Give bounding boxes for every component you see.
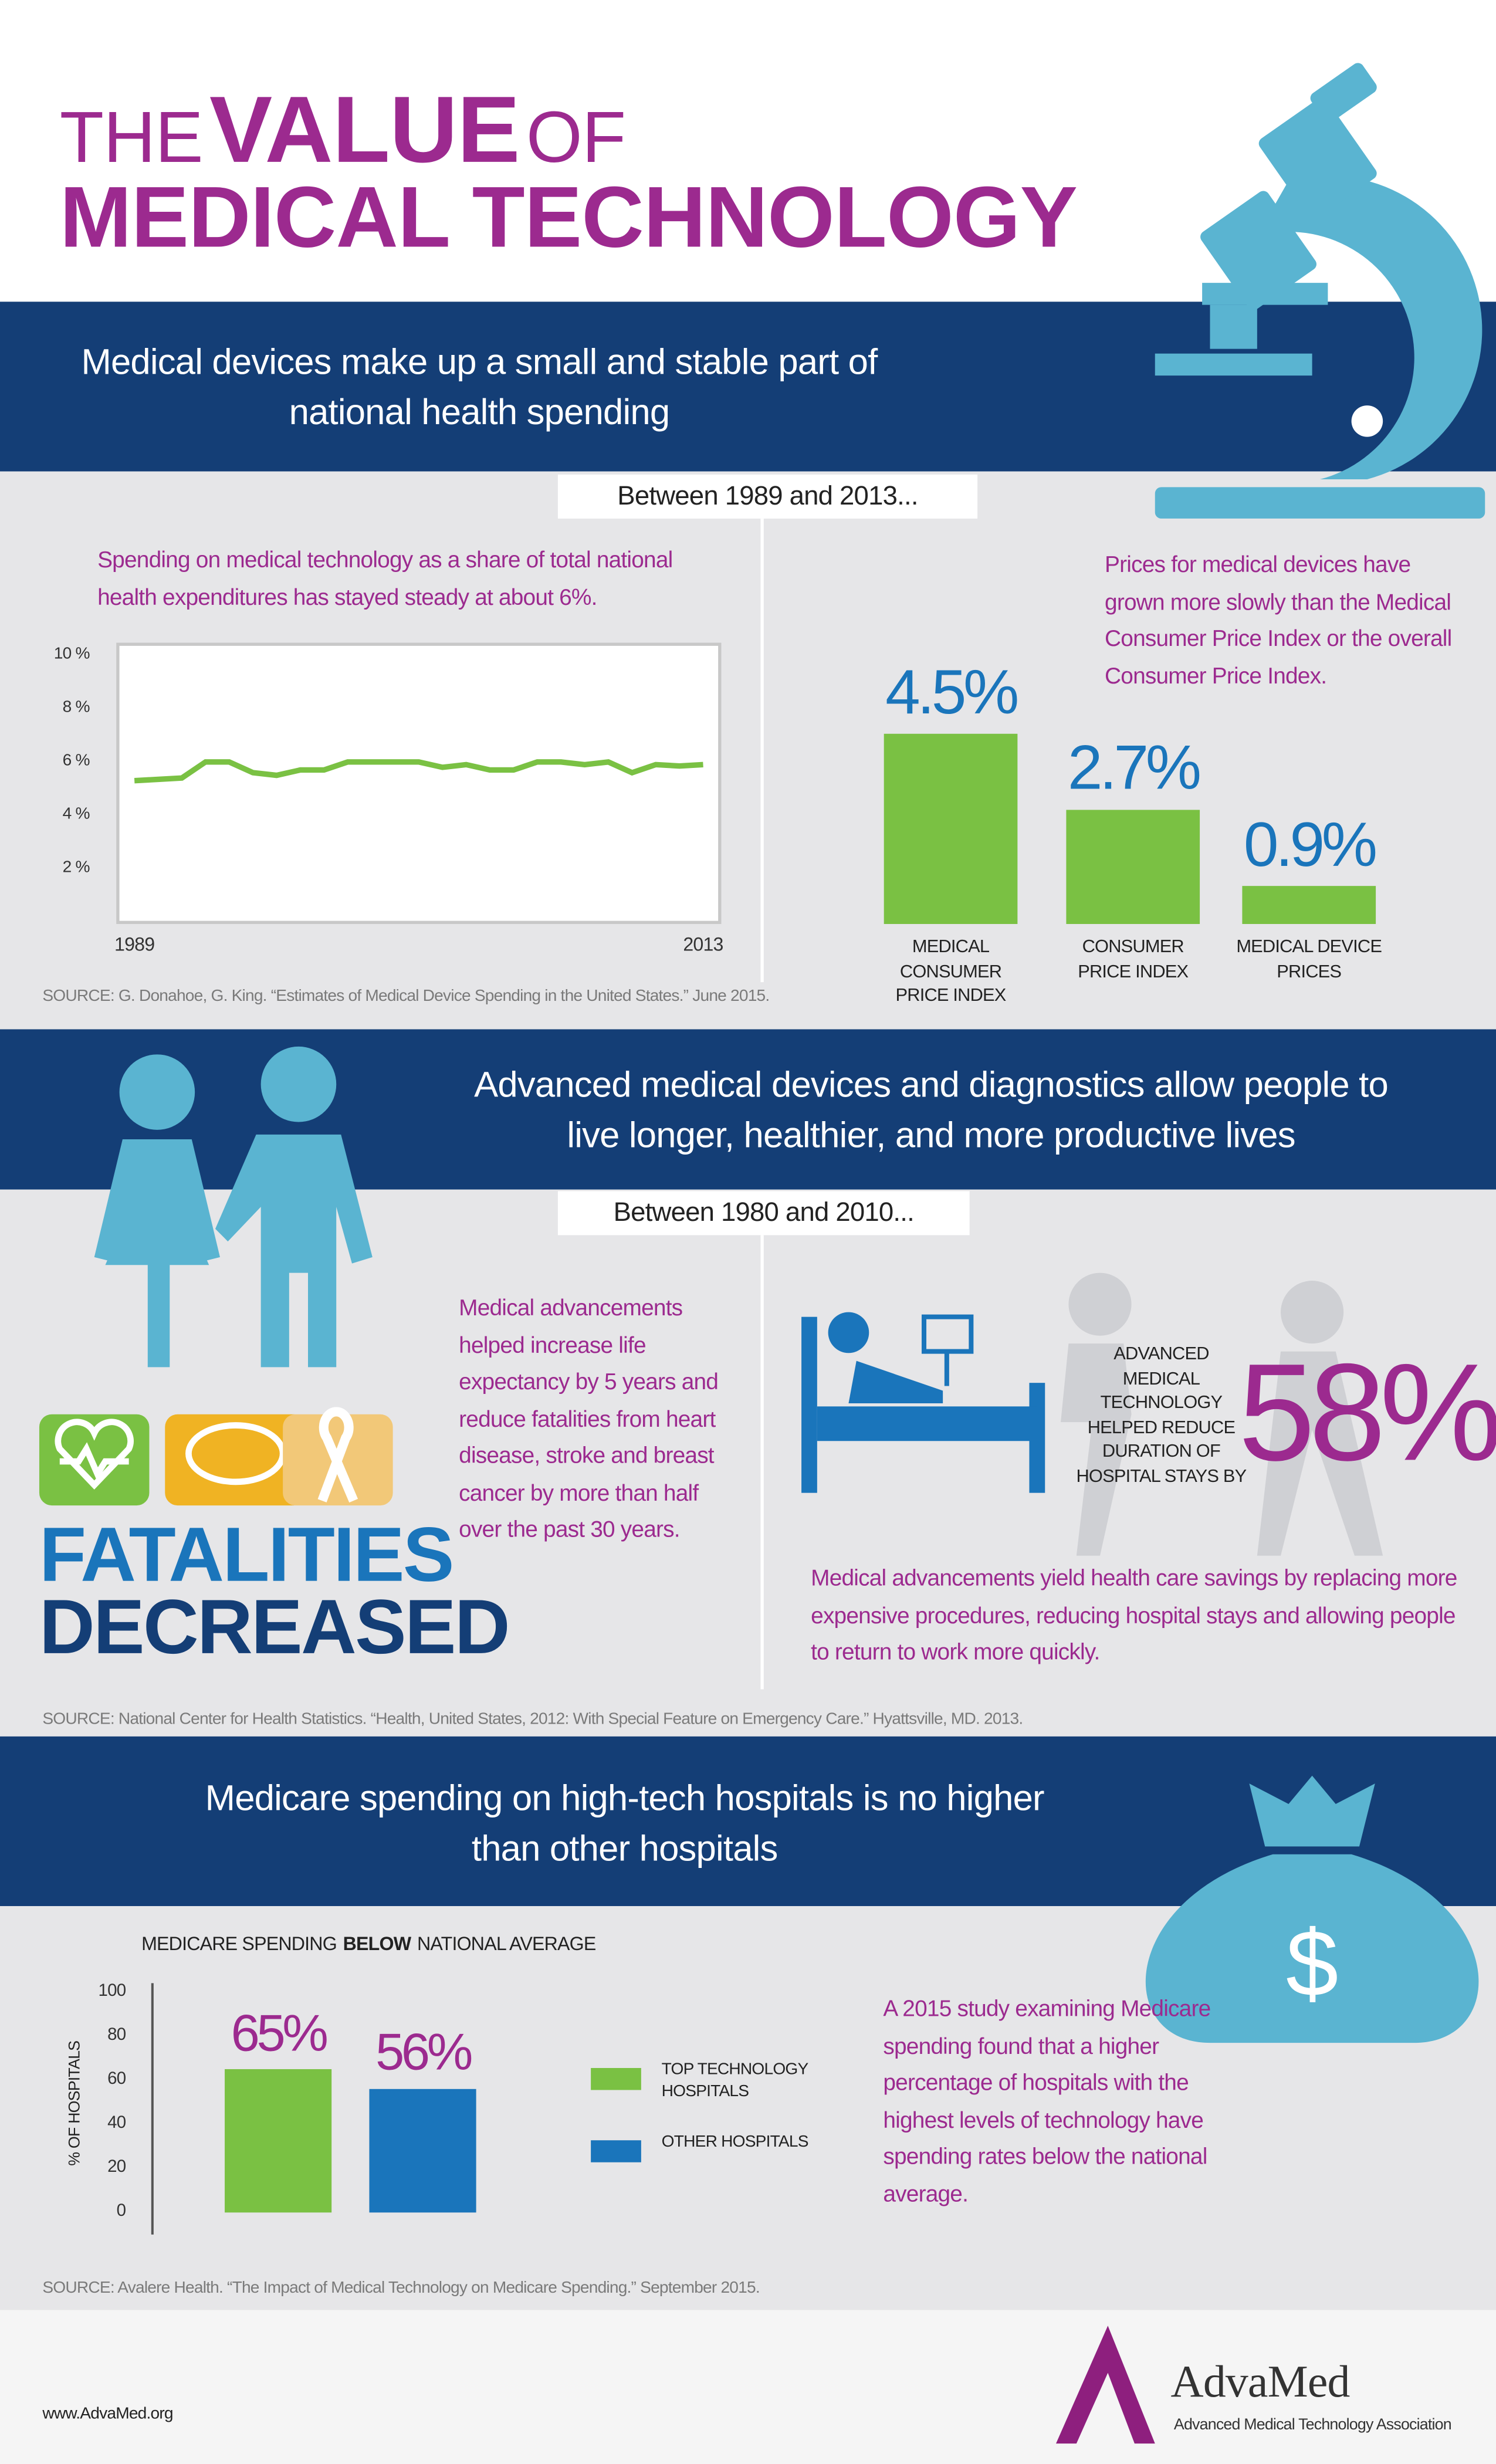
bar [884,733,1018,924]
period-label: Between 1989 and 2013... [557,474,978,519]
value-label: 65% [231,2003,329,2062]
y-tick-label: 0 [116,2201,126,2221]
plot-frame [116,642,722,924]
legend-label: TOP TECHNOLOGY HOSPITALS [661,2060,808,2101]
section-heading: Medicare spending on high-tech hospitals… [205,1777,1045,1869]
value-label: 4.5% [885,658,1019,728]
section-text: Medical advancements yield health care s… [811,1566,1457,1666]
title-line1: THE VALUE OF [60,76,626,184]
section-text: Prices for medical devices have grown mo… [1105,553,1452,689]
fatalities: FATALITIES [39,1513,454,1599]
y-tick-label: 6 % [62,751,90,770]
legend-swatch [591,2067,641,2090]
category-label: MEDICAL DEVICE PRICES [1236,938,1382,981]
value-label: 0.9% [1243,810,1377,880]
source: SOURCE: National Center for Health Stati… [42,1710,1023,1729]
data-line [134,759,703,784]
section-heading: Medical devices make up a small and stab… [81,341,878,432]
y-tick-label: 60 [107,2069,126,2089]
value-label: 2.7% [1067,734,1201,804]
chart-title-part: BELOW [343,1932,411,1955]
section-text: Medical advancements helped increase lif… [459,1296,719,1544]
y-tick-label: 2 % [62,858,90,877]
bar [1066,810,1200,924]
category-label: MEDICAL CONSUMER PRICE INDEX [895,938,1007,1006]
source: SOURCE: Avalere Health. “The Impact of M… [42,2278,760,2298]
people-icon [94,1046,373,1368]
legend-label: OTHER HOSPITALS [661,2132,809,2151]
section-heading: Advanced medical devices and diagnostics… [474,1064,1389,1155]
stat-value: 58% [1238,1334,1496,1490]
bar [225,2069,332,2213]
legend-swatch [591,2140,641,2162]
title-part: VALUE [209,77,520,182]
footer-bg [0,2310,1496,2464]
decreased: DECREASED [39,1585,510,1671]
y-tick-label: 80 [107,2025,126,2044]
bar [369,2089,476,2213]
period-label: Between 1980 and 2010... [557,1191,970,1236]
y-tick-label: 40 [107,2113,126,2133]
y-tick-label: 8 % [62,697,90,717]
chart-title-part: NATIONAL AVERAGE [417,1932,596,1955]
x-tick-label: 2013 [683,933,723,956]
y-tick-label: 10 % [53,644,90,663]
value-label: 56% [375,2023,473,2081]
logo-subtitle: Advanced Medical Technology Association [1173,2416,1452,2435]
y-tick-label: 20 [107,2157,126,2177]
heart-line [55,1419,134,1490]
bar [1242,886,1376,924]
x-tick-label: 1989 [114,933,155,956]
walking-figures [1061,1272,1383,1556]
source: SOURCE: G. Donahoe, G. King. “Estimates … [42,987,770,1006]
title-line2: MEDICAL TECHNOLOGY [59,168,1078,266]
stat-text: ADVANCED MEDICAL TECHNOLOGY HELPED REDUC… [1076,1345,1247,1486]
chart-title-part: MEDICARE SPENDING [141,1932,337,1955]
bed-icon [801,1312,1045,1493]
section-text: A 2015 study examining Medicare spending… [883,1997,1211,2208]
url: www.AdvaMed.org [42,2404,173,2424]
y-tick-label: 100 [98,1981,127,2000]
title-part: OF [526,96,626,178]
microscope-icon [1155,63,1485,519]
category-label: CONSUMER PRICE INDEX [1078,938,1189,981]
logo-text: AdvaMed [1170,2357,1351,2408]
section-text: Spending on medical technology as a shar… [97,548,673,611]
money-bag-icon [1145,1775,1479,2043]
logo-mark [1055,2326,1155,2444]
ribbon-shape [317,1407,358,1503]
title-part: THE [59,96,204,178]
y-tick-label: 4 % [62,804,90,824]
dollar-sign: $ [1286,1911,1338,2016]
chart-title: MEDICARE SPENDING BELOW NATIONAL AVERAGE [141,1933,602,1955]
